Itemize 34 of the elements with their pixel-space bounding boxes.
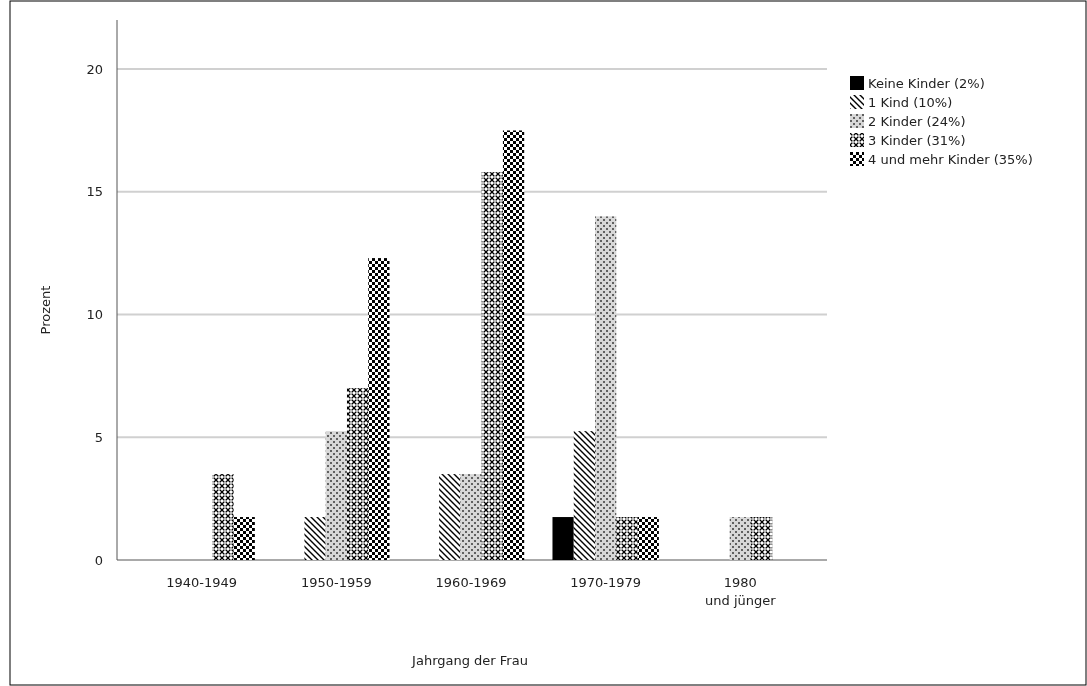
x-tick-label: 1970-1979 bbox=[570, 575, 642, 590]
bar bbox=[595, 216, 617, 560]
bar bbox=[750, 517, 773, 560]
bar bbox=[439, 474, 461, 560]
y-axis-title: Prozent bbox=[38, 285, 53, 335]
bar bbox=[552, 517, 574, 560]
bar bbox=[616, 517, 638, 560]
bar bbox=[304, 517, 326, 560]
legend-label: 4 und mehr Kinder (35%) bbox=[868, 151, 1033, 167]
bar bbox=[212, 474, 234, 560]
bar bbox=[368, 258, 390, 560]
x-tick-label: 1940-1949 bbox=[166, 575, 238, 590]
bar bbox=[481, 172, 503, 560]
y-tick-label: 0 bbox=[94, 552, 103, 568]
bar bbox=[573, 431, 596, 560]
bar bbox=[233, 517, 255, 560]
y-tick-label: 20 bbox=[86, 61, 103, 77]
legend-label: 3 Kinder (31%) bbox=[868, 132, 966, 148]
y-tick-label: 15 bbox=[86, 184, 103, 200]
x-tick-label: 1950-1959 bbox=[300, 575, 372, 590]
y-tick-label: 10 bbox=[86, 307, 103, 323]
x-axis-title: Jahrgang der Frau bbox=[411, 653, 528, 668]
legend-label: 1 Kind (10%) bbox=[868, 94, 953, 110]
bar bbox=[346, 388, 369, 560]
legend-label: Keine Kinder (2%) bbox=[868, 75, 985, 91]
bar bbox=[637, 517, 659, 560]
y-tick-label: 5 bbox=[94, 429, 103, 445]
legend-label: 2 Kinder (24%) bbox=[868, 113, 966, 129]
bar bbox=[502, 130, 525, 560]
x-tick-label: 1960-1969 bbox=[435, 575, 507, 590]
x-tick-label: 1980 und jünger bbox=[705, 575, 777, 608]
bar bbox=[325, 431, 347, 560]
bar bbox=[729, 517, 751, 560]
bar bbox=[460, 474, 482, 560]
